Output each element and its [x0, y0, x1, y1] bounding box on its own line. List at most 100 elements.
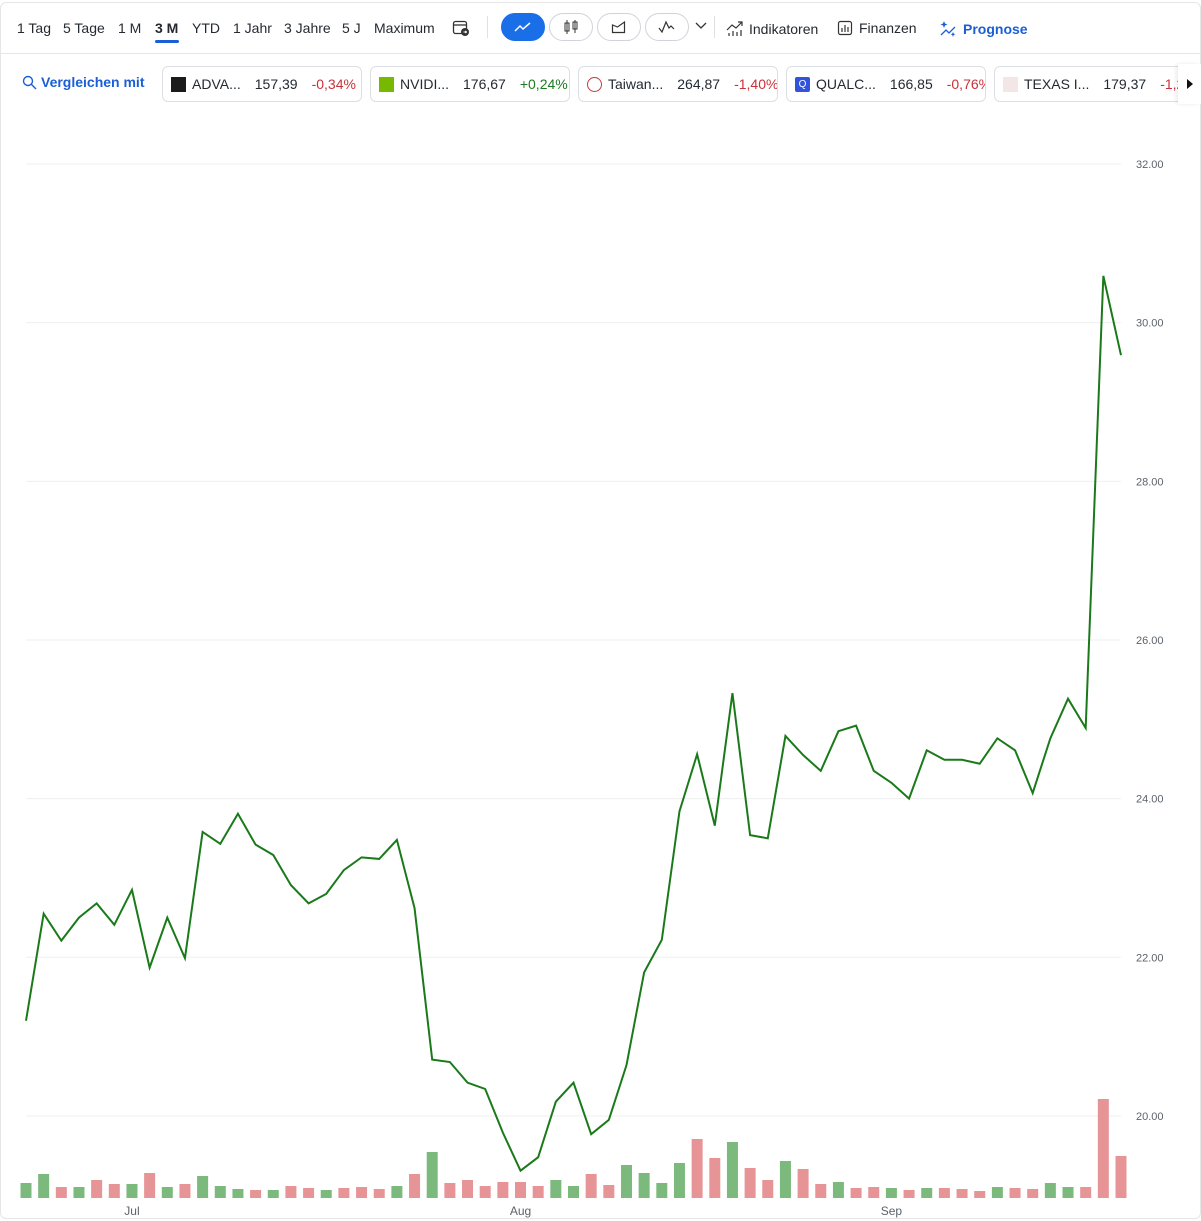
mountain-chart-icon [658, 20, 675, 34]
volume-bar [550, 1180, 562, 1198]
volume-bar [462, 1180, 474, 1198]
finance-button[interactable]: Finanzen [837, 20, 917, 36]
volume-bar [903, 1190, 915, 1198]
volume-bar [744, 1168, 756, 1198]
volume-bar [91, 1180, 103, 1198]
volume-bar [991, 1187, 1003, 1198]
range-3-months[interactable]: 3 M [155, 20, 179, 36]
volume-bar [603, 1185, 615, 1198]
volume-bar [267, 1190, 279, 1198]
volume-bar [1062, 1187, 1074, 1198]
active-range-indicator [155, 40, 179, 43]
compare-chip-amd[interactable]: ADVA... 157,39 -0,34% [162, 66, 362, 102]
range-5-years[interactable]: 5 J [342, 20, 361, 36]
amd-logo-icon [171, 76, 186, 92]
x-tick-label: Aug [510, 1204, 531, 1218]
chip-price: 264,87 [677, 76, 721, 92]
chip-price: 157,39 [254, 76, 298, 92]
volume-bar [126, 1184, 138, 1198]
scroll-right-button[interactable] [1178, 64, 1201, 104]
volume-bar [691, 1139, 703, 1198]
compare-chip-taiwan[interactable]: Taiwan... 264,87 -1,40% [578, 66, 778, 102]
volume-bar [885, 1188, 897, 1198]
chip-price: 166,85 [889, 76, 933, 92]
price-line [25, 275, 1122, 1173]
chevron-down-icon[interactable] [695, 21, 707, 31]
volume-bar [426, 1152, 438, 1198]
volume-bar [832, 1182, 844, 1198]
chip-change: -0,76% [946, 76, 985, 92]
forecast-button[interactable]: Prognose [939, 20, 1028, 38]
y-tick-label: 32.00 [1136, 159, 1164, 171]
y-tick-label: 20.00 [1136, 1111, 1164, 1123]
volume-bar [197, 1176, 209, 1198]
volume-bar [73, 1187, 85, 1198]
range-ytd[interactable]: YTD [192, 20, 220, 36]
volume-bar [620, 1165, 632, 1198]
y-tick-label: 30.00 [1136, 318, 1164, 330]
volume-bar [850, 1188, 862, 1198]
volume-bar [726, 1142, 738, 1198]
volume-bar [444, 1183, 456, 1198]
volume-bar [709, 1158, 721, 1198]
volume-bar [673, 1163, 685, 1198]
volume-bar [108, 1184, 120, 1198]
volume-bar [479, 1186, 491, 1198]
volume-bar [1027, 1189, 1039, 1198]
volume-bar [356, 1187, 368, 1198]
range-1-month[interactable]: 1 M [118, 20, 142, 36]
volume-bar [320, 1190, 332, 1198]
search-icon [22, 75, 37, 89]
range-1-year[interactable]: 1 Jahr [233, 20, 272, 36]
chip-name: Taiwan... [608, 76, 664, 92]
volume-bar [20, 1183, 32, 1198]
indicators-icon [726, 21, 743, 36]
range-5-days[interactable]: 5 Tage [63, 20, 105, 36]
caret-right-icon [1186, 79, 1193, 89]
chip-name: NVIDI... [400, 76, 450, 92]
area-chart-button[interactable] [597, 13, 641, 41]
chip-price: 176,67 [463, 76, 506, 92]
indicators-button[interactable]: Indikatoren [726, 20, 818, 37]
mountain-chart-button[interactable] [645, 13, 689, 41]
chip-name: TEXAS I... [1024, 76, 1090, 92]
compare-chip-nvidia[interactable]: NVIDI... 176,67 +0,24% [370, 66, 570, 102]
y-tick-label: 28.00 [1136, 476, 1164, 488]
x-tick-label: Sep [881, 1204, 903, 1218]
range-max[interactable]: Maximum [374, 20, 435, 36]
volume-bar [214, 1186, 226, 1198]
chip-change: +0,24% [519, 76, 568, 92]
volume-bar [797, 1169, 809, 1198]
calendar-icon[interactable] [452, 19, 470, 37]
chip-change: -0,34% [311, 76, 356, 92]
volume-bar [656, 1183, 668, 1198]
volume-bar [956, 1189, 968, 1198]
volume-bar [938, 1188, 950, 1198]
volume-bar [515, 1182, 527, 1198]
volume-bar [868, 1187, 880, 1198]
y-tick-label: 22.00 [1136, 952, 1164, 964]
chip-change: -1,40% [734, 76, 778, 92]
finance-label: Finanzen [859, 20, 917, 36]
compare-button[interactable]: Vergleichen mit [22, 74, 144, 90]
volume-bar [762, 1180, 774, 1198]
area-chart-icon [611, 20, 626, 34]
volume-bar [585, 1174, 597, 1198]
volume-bar [373, 1189, 385, 1198]
compare-label: Vergleichen mit [41, 74, 145, 90]
volume-bar [974, 1191, 986, 1198]
volume-bar [1080, 1187, 1092, 1198]
range-3-years[interactable]: 3 Jahre [284, 20, 331, 36]
compare-chip-qualcomm[interactable]: Q QUALC... 166,85 -0,76% [786, 66, 986, 102]
candlestick-button[interactable] [549, 13, 593, 41]
volume-bar [38, 1174, 50, 1198]
line-chart-icon [514, 22, 531, 32]
volume-bar [303, 1188, 315, 1198]
volume-bar [1044, 1183, 1056, 1198]
line-chart-button[interactable] [501, 13, 545, 41]
qualcomm-logo-icon: Q [795, 76, 810, 92]
range-1-day[interactable]: 1 Tag [17, 20, 51, 36]
volume-bar [497, 1182, 509, 1198]
y-tick-label: 24.00 [1136, 794, 1164, 806]
